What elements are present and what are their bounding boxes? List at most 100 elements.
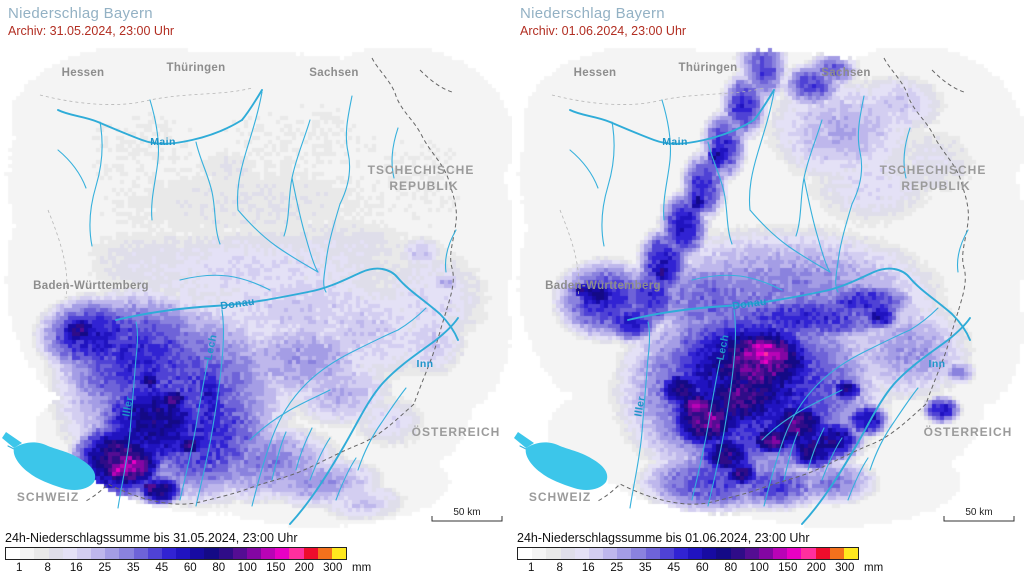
country-label: REPUBLIK (389, 179, 458, 193)
state-label: Baden-Württemberg (545, 280, 661, 292)
country-label: SCHWEIZ (17, 490, 79, 504)
state-label: Hessen (574, 67, 617, 79)
legend: 24h-Niederschlagssumme bis 31.05.2024, 2… (0, 529, 512, 579)
legend-color-step (730, 548, 745, 559)
legend-color-step (815, 548, 830, 559)
legend-tick-label: 300 (323, 562, 343, 574)
river-label: Iller (632, 395, 647, 417)
legend-color-step (91, 548, 106, 559)
legend-color-step (787, 548, 802, 559)
legend-tick-label: 300 (835, 562, 855, 574)
legend-color-step (133, 548, 148, 559)
map-title: Niederschlag Bayern (520, 5, 665, 22)
legend-colorbar (5, 547, 347, 560)
legend-color-step (261, 548, 276, 559)
country-label: REPUBLIK (901, 179, 970, 193)
legend-color-step (744, 548, 759, 559)
legend-color-step (659, 548, 674, 559)
legend-tick-label: 150 (266, 562, 286, 574)
legend-color-step (773, 548, 788, 559)
legend-color-step (246, 548, 262, 559)
legend-color-step (546, 548, 561, 559)
legend-color-step (645, 548, 660, 559)
legend-unit-label: mm (352, 562, 372, 574)
country-label: SCHWEIZ (529, 490, 591, 504)
river-label: Inn (417, 358, 434, 370)
country-label: TSCHECHISCHE (880, 163, 987, 177)
legend-color-step (801, 548, 816, 559)
legend-unit-label: mm (864, 562, 884, 574)
legend-tick-label: 100 (749, 562, 769, 574)
legend-color-step (176, 548, 191, 559)
state-label: Sachsen (309, 67, 358, 79)
river-label: Donau (732, 296, 768, 313)
legend-color-step (843, 548, 859, 559)
legend-tick-label: 16 (581, 562, 595, 574)
map-header: Niederschlag Bayern Archiv: 01.06.2024, … (520, 5, 686, 38)
map-title: Niederschlag Bayern (8, 5, 153, 22)
river-label: Main (150, 136, 176, 148)
legend-color-step (532, 548, 547, 559)
archive-date: Archiv: 01.06.2024, 23:00 Uhr (520, 24, 687, 38)
river-label: Donau (220, 296, 256, 313)
legend: 24h-Niederschlagssumme bis 01.06.2024, 2… (512, 529, 1024, 579)
legend-color-step (702, 548, 717, 559)
legend-tick-label: 80 (212, 562, 226, 574)
legend-colorbar (517, 547, 859, 560)
legend-color-step (232, 548, 247, 559)
legend-color-step (105, 548, 120, 559)
legend-color-step (617, 548, 632, 559)
legend-color-step (76, 548, 92, 559)
legend-tick-label: 45 (667, 562, 681, 574)
legend-color-step (275, 548, 290, 559)
legend-color-step (331, 548, 347, 559)
legend-color-step (574, 548, 589, 559)
legend-color-step (147, 548, 162, 559)
legend-color-step (631, 548, 646, 559)
legend-tick-label: 16 (69, 562, 83, 574)
state-label: Thüringen (167, 62, 226, 74)
legend-color-step (218, 548, 233, 559)
legend-color-step (48, 548, 63, 559)
legend-tick-label: 25 (98, 562, 112, 574)
legend-tick-label: 80 (724, 562, 738, 574)
legend-color-step (34, 548, 49, 559)
state-label: Hessen (62, 67, 105, 79)
map-header: Niederschlag Bayern Archiv: 31.05.2024, … (8, 5, 174, 38)
legend-tick-label: 35 (126, 562, 140, 574)
scale-label: 50 km (965, 507, 992, 518)
river-label: Iller (120, 395, 135, 417)
country-label: TSCHECHISCHE (368, 163, 475, 177)
legend-color-step (716, 548, 731, 559)
river-label: Lech (202, 333, 219, 361)
legend-tick-label: 150 (778, 562, 798, 574)
legend-color-step (588, 548, 604, 559)
legend-color-step (673, 548, 689, 559)
legend-color-step (161, 548, 177, 559)
map-overlay: Hessen Thüringen Sachsen TSCHECHISCHE REPUBL… (1, 57, 503, 525)
legend-tick-label: 60 (183, 562, 197, 574)
legend-tick-label: 8 (556, 562, 563, 574)
legend-tick-label: 25 (610, 562, 624, 574)
legend-tick-label: 100 (237, 562, 257, 574)
legend-tick-label: 8 (44, 562, 51, 574)
legend-tick-label: 60 (695, 562, 709, 574)
state-label: Thüringen (679, 62, 738, 74)
river-label: Inn (929, 358, 946, 370)
legend-color-step (518, 548, 533, 559)
legend-color-step (190, 548, 205, 559)
legend-color-step (119, 548, 134, 559)
legend-color-step (758, 548, 774, 559)
legend-tick-label: 45 (155, 562, 169, 574)
map-labels: Hessen Thüringen Sachsen TSCHECHISCHE REPUBL… (17, 62, 501, 518)
legend-color-step (603, 548, 618, 559)
legend-color-step (303, 548, 318, 559)
country-label: ÖSTERREICH (412, 424, 501, 439)
legend-ticks: 1 8 16 25 35 45 60 80 100 150 200 300 mm (512, 562, 1024, 577)
legend-tick-label: 35 (638, 562, 652, 574)
legend-color-step (289, 548, 304, 559)
legend-tick-label: 1 (16, 562, 23, 574)
legend-color-step (204, 548, 219, 559)
legend-tick-label: 200 (294, 562, 314, 574)
legend-color-step (688, 548, 703, 559)
